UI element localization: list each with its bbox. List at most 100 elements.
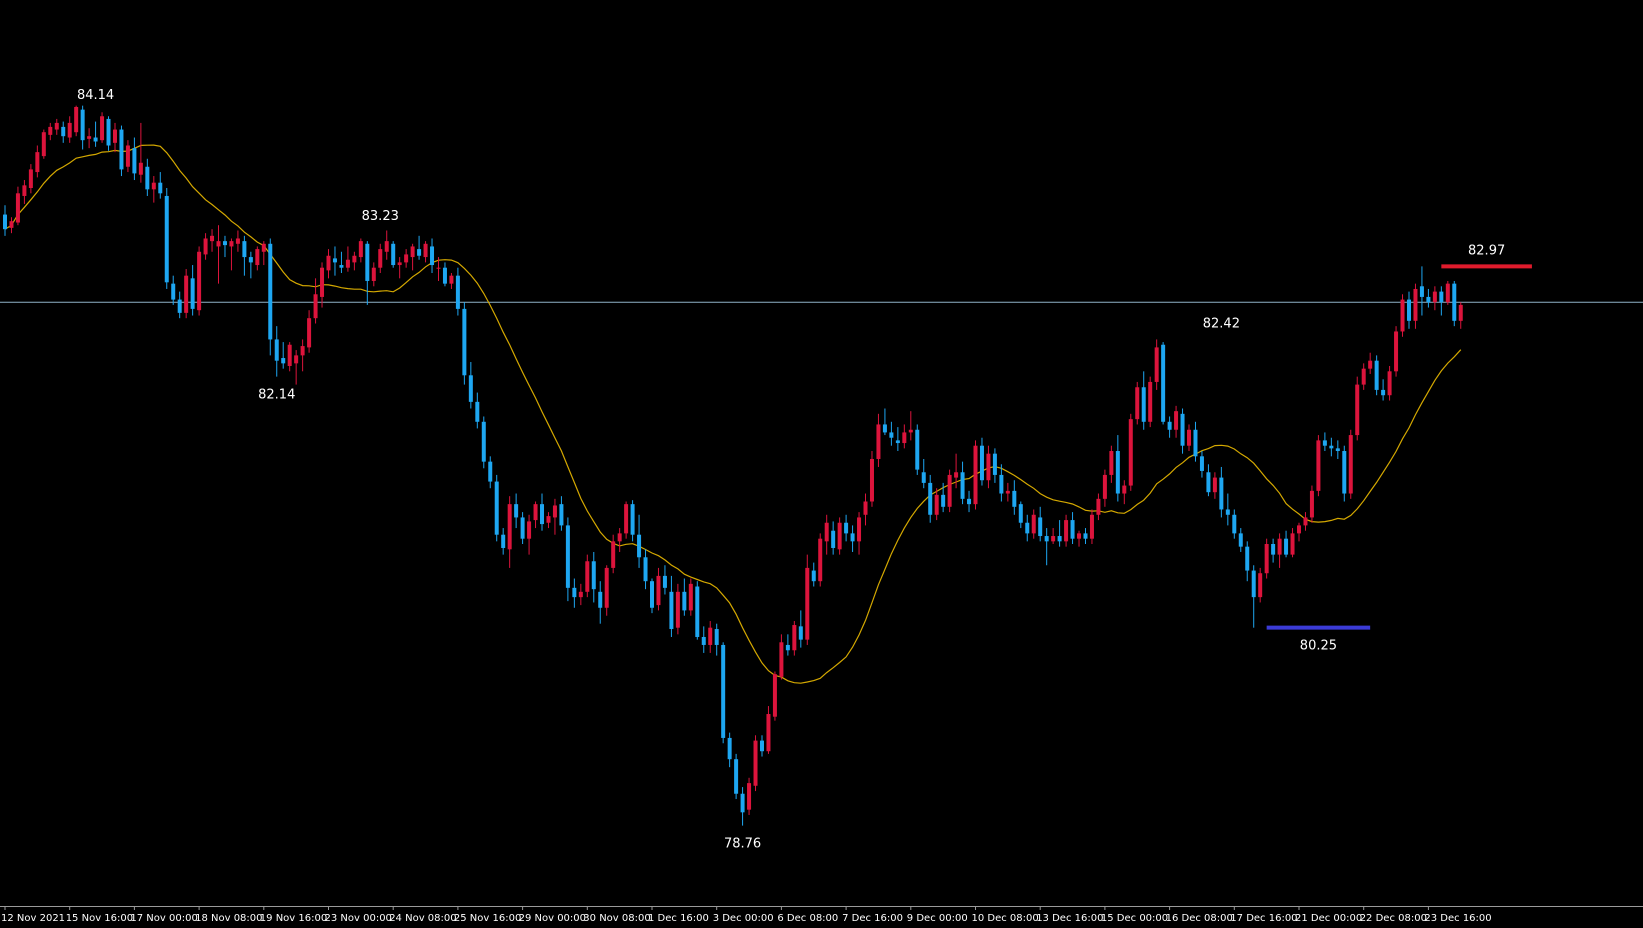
candle-body (747, 783, 752, 810)
candle-body (151, 182, 156, 190)
candle-body (520, 517, 525, 539)
candle-body (1387, 371, 1392, 396)
candle (1154, 339, 1159, 390)
candle-body (371, 267, 376, 281)
candle (320, 262, 325, 308)
candle (371, 262, 376, 287)
candle-body (1284, 538, 1289, 555)
candle (307, 310, 312, 353)
candle-body (565, 525, 570, 588)
candle-body (436, 267, 441, 269)
candle-body (1381, 389, 1386, 396)
candle (979, 437, 984, 486)
price-annotation: 82.97 (1468, 243, 1505, 258)
time-tick-label: 15 Dec 00:00 (1101, 913, 1168, 924)
candle (501, 528, 506, 555)
candle (727, 732, 732, 768)
candle-body (1083, 533, 1088, 539)
candle (442, 262, 447, 287)
candle-body (708, 627, 713, 645)
candle-body (164, 195, 169, 283)
candle-body (1167, 421, 1172, 430)
candle (80, 105, 85, 150)
candle (675, 583, 680, 635)
candle (1005, 482, 1010, 502)
candle-body (488, 461, 493, 482)
candle-body (624, 504, 629, 534)
candle-body (1458, 304, 1463, 321)
candle (527, 514, 532, 555)
candle (67, 116, 72, 143)
candle-body (798, 626, 803, 640)
candle-body (210, 235, 215, 242)
candle (941, 482, 946, 513)
candle (1109, 445, 1114, 483)
candle-body (740, 793, 745, 813)
candle-body (93, 137, 98, 142)
candle-body (1141, 387, 1146, 422)
candle-body (882, 424, 887, 433)
candle-body (1264, 544, 1269, 574)
time-tick-label: 30 Nov 08:00 (583, 913, 650, 924)
candle-body (1342, 451, 1347, 494)
candle-body (177, 299, 182, 313)
candle (1432, 286, 1437, 311)
candle (287, 342, 292, 372)
candle (430, 238, 435, 274)
candle-body (391, 243, 396, 266)
candle (1297, 522, 1301, 542)
candle (889, 421, 894, 446)
candle (365, 241, 370, 305)
candle-body (669, 591, 674, 630)
candle (235, 230, 240, 252)
candle (520, 512, 525, 544)
candle (844, 514, 849, 542)
candle (1355, 376, 1360, 441)
candle-body (1064, 520, 1069, 542)
candle-body (339, 265, 344, 268)
price-annotation: 82.14 (258, 388, 295, 403)
candle-body (759, 740, 764, 752)
candle (882, 408, 887, 436)
candle-body (358, 241, 363, 258)
candle-body (837, 522, 842, 550)
candle-body (41, 132, 46, 157)
candle (339, 251, 344, 274)
price-annotation: 78.76 (724, 837, 761, 852)
candle-body (1122, 485, 1127, 494)
price-annotations: 84.14 83.23 82.14 78.76 82.42 80.25 82.97 (77, 88, 1505, 852)
candle (818, 533, 823, 587)
candle (1368, 352, 1373, 374)
candle (934, 488, 939, 521)
candle-body (1361, 368, 1366, 385)
candle-body (1406, 299, 1411, 321)
candle-body (1445, 283, 1450, 303)
candle-body (617, 533, 622, 542)
candle (391, 241, 396, 268)
candle (1400, 294, 1405, 337)
candle (759, 735, 764, 757)
candle (766, 706, 771, 754)
candle (106, 116, 111, 151)
candle (1251, 565, 1256, 628)
candle-body (61, 126, 66, 137)
candle-body (1174, 411, 1179, 430)
candle (598, 581, 603, 624)
candle-body (229, 241, 234, 247)
candle (1439, 286, 1444, 316)
candle-body (552, 505, 557, 518)
candle (669, 575, 674, 637)
candle-body (675, 591, 680, 628)
candle-body (1277, 538, 1282, 555)
candle-body (805, 567, 810, 640)
candle-body (507, 504, 512, 550)
candle-body (307, 318, 312, 348)
candle-body (378, 249, 383, 268)
candle-body (287, 344, 292, 366)
candle-body (1077, 533, 1082, 539)
candle-body (345, 259, 350, 268)
candle (837, 517, 842, 555)
candle-body (281, 358, 286, 364)
candle (682, 578, 687, 616)
candle-body (559, 504, 564, 526)
